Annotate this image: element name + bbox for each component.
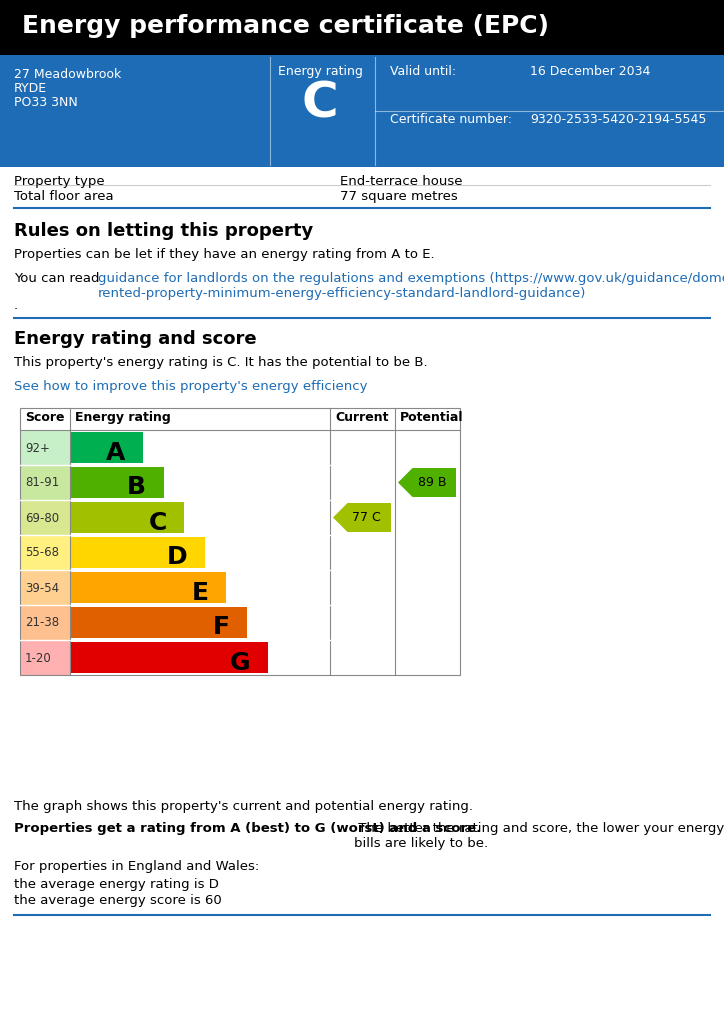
Polygon shape bbox=[70, 467, 164, 498]
Text: The graph shows this property's current and potential energy rating.: The graph shows this property's current … bbox=[14, 800, 473, 813]
Text: Score: Score bbox=[25, 411, 64, 424]
Text: Property type: Property type bbox=[14, 175, 105, 188]
Polygon shape bbox=[70, 607, 247, 638]
Text: 92+: 92+ bbox=[25, 441, 50, 455]
Text: B: B bbox=[127, 475, 146, 500]
Polygon shape bbox=[398, 468, 456, 497]
Bar bbox=[20, 465, 70, 500]
Text: 77 C: 77 C bbox=[353, 511, 382, 524]
Text: The better the rating and score, the lower your energy
bills are likely to be.: The better the rating and score, the low… bbox=[354, 822, 724, 850]
Text: Current: Current bbox=[335, 411, 389, 424]
Bar bbox=[70, 607, 247, 638]
Text: C: C bbox=[302, 80, 338, 128]
Bar bbox=[70, 537, 205, 568]
Text: 81-91: 81-91 bbox=[25, 476, 59, 489]
Text: 55-68: 55-68 bbox=[25, 547, 59, 559]
Text: .: . bbox=[14, 299, 18, 312]
Polygon shape bbox=[70, 642, 268, 673]
Text: 1-20: 1-20 bbox=[25, 651, 51, 665]
Text: Certificate number:: Certificate number: bbox=[390, 113, 512, 126]
Text: 77 square metres: 77 square metres bbox=[340, 190, 458, 203]
Bar bbox=[70, 502, 185, 534]
Bar bbox=[20, 408, 460, 675]
Text: 89 B: 89 B bbox=[418, 476, 446, 489]
Text: D: D bbox=[167, 546, 188, 569]
Text: Energy rating: Energy rating bbox=[75, 411, 171, 424]
Text: the average energy score is 60: the average energy score is 60 bbox=[14, 894, 222, 907]
Polygon shape bbox=[70, 572, 226, 603]
Text: guidance for landlords on the regulations and exemptions (https://www.gov.uk/gui: guidance for landlords on the regulation… bbox=[98, 272, 724, 300]
Text: This property's energy rating is C. It has the potential to be B.: This property's energy rating is C. It h… bbox=[14, 356, 428, 369]
Text: Potential: Potential bbox=[400, 411, 463, 424]
Text: Total floor area: Total floor area bbox=[14, 190, 114, 203]
Text: 27 Meadowbrook: 27 Meadowbrook bbox=[14, 68, 121, 81]
Text: You can read: You can read bbox=[14, 272, 104, 285]
Bar bbox=[20, 640, 70, 675]
Bar bbox=[70, 467, 164, 498]
Text: Energy performance certificate (EPC): Energy performance certificate (EPC) bbox=[22, 14, 549, 38]
Polygon shape bbox=[70, 502, 185, 534]
Bar bbox=[0, 55, 724, 167]
Text: C: C bbox=[148, 511, 167, 535]
Text: RYDE: RYDE bbox=[14, 82, 47, 95]
Text: For properties in England and Wales:: For properties in England and Wales: bbox=[14, 860, 259, 873]
Bar bbox=[20, 408, 460, 675]
Text: Properties get a rating from A (best) to G (worst) and a score.: Properties get a rating from A (best) to… bbox=[14, 822, 481, 835]
Polygon shape bbox=[70, 432, 143, 463]
Text: Rules on letting this property: Rules on letting this property bbox=[14, 222, 313, 240]
Text: E: E bbox=[192, 581, 209, 604]
Bar bbox=[70, 642, 268, 673]
Bar bbox=[20, 605, 70, 640]
Text: A: A bbox=[106, 440, 125, 465]
Text: the average energy rating is D: the average energy rating is D bbox=[14, 878, 219, 891]
Text: PO33 3NN: PO33 3NN bbox=[14, 96, 77, 109]
Text: End-terrace house: End-terrace house bbox=[340, 175, 463, 188]
Bar bbox=[20, 500, 70, 535]
Bar bbox=[70, 572, 226, 603]
Text: See how to improve this property's energy efficiency: See how to improve this property's energ… bbox=[14, 380, 368, 393]
Text: Properties can be let if they have an energy rating from A to E.: Properties can be let if they have an en… bbox=[14, 248, 434, 261]
Bar bbox=[20, 570, 70, 605]
Text: 39-54: 39-54 bbox=[25, 582, 59, 595]
Polygon shape bbox=[333, 503, 391, 532]
Text: 16 December 2034: 16 December 2034 bbox=[530, 65, 650, 78]
Text: Energy rating: Energy rating bbox=[277, 65, 363, 78]
Text: Energy rating and score: Energy rating and score bbox=[14, 330, 256, 348]
Text: 69-80: 69-80 bbox=[25, 512, 59, 524]
Text: F: F bbox=[212, 615, 230, 640]
Text: .: . bbox=[218, 380, 222, 393]
Text: 9320-2533-5420-2194-5545: 9320-2533-5420-2194-5545 bbox=[530, 113, 707, 126]
Text: G: G bbox=[230, 650, 250, 675]
Text: Valid until:: Valid until: bbox=[390, 65, 456, 78]
Bar bbox=[20, 430, 70, 465]
Bar bbox=[70, 432, 143, 463]
Text: 21-38: 21-38 bbox=[25, 616, 59, 630]
Polygon shape bbox=[70, 537, 205, 568]
Bar bbox=[20, 535, 70, 570]
Bar bbox=[0, 0, 724, 55]
